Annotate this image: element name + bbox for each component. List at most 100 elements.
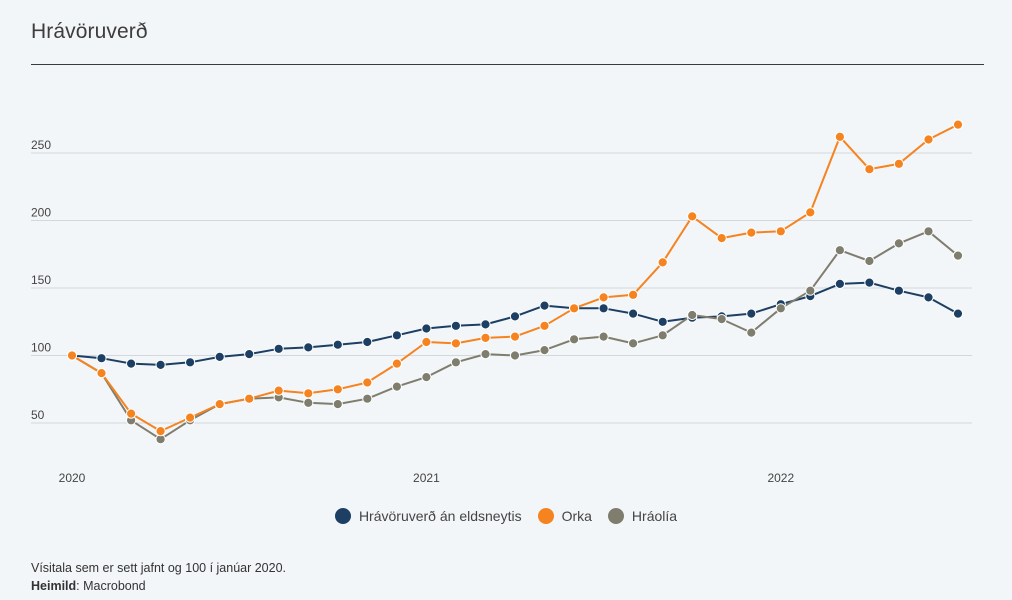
data-point[interactable] xyxy=(628,338,639,349)
data-point[interactable] xyxy=(332,339,343,350)
data-point[interactable] xyxy=(775,226,786,237)
data-point[interactable] xyxy=(450,320,461,331)
data-point[interactable] xyxy=(834,278,846,289)
data-point[interactable] xyxy=(805,207,816,218)
data-point[interactable] xyxy=(273,385,284,396)
source-line: Heimild: Macrobond xyxy=(31,577,286,595)
data-point[interactable] xyxy=(952,308,964,319)
data-point[interactable] xyxy=(775,303,786,314)
y-tick-label: 150 xyxy=(31,273,51,287)
data-point[interactable] xyxy=(391,330,402,341)
data-point[interactable] xyxy=(332,384,343,395)
data-point[interactable] xyxy=(598,331,609,342)
data-point[interactable] xyxy=(539,320,550,331)
data-point[interactable] xyxy=(687,211,698,222)
data-point[interactable] xyxy=(657,316,668,327)
data-point[interactable] xyxy=(480,332,491,343)
data-point[interactable] xyxy=(96,368,107,379)
data-point[interactable] xyxy=(893,285,905,296)
series-line xyxy=(71,123,959,433)
data-point[interactable] xyxy=(126,358,137,369)
data-point[interactable] xyxy=(598,292,609,303)
data-point[interactable] xyxy=(362,377,373,388)
x-tick-label: 2020 xyxy=(59,471,86,485)
legend-label: Hráolía xyxy=(631,508,678,524)
data-point[interactable] xyxy=(303,397,314,408)
data-point[interactable] xyxy=(923,226,934,237)
y-tick-label: 50 xyxy=(31,408,45,422)
data-point[interactable] xyxy=(628,289,639,300)
x-tick-label: 2022 xyxy=(767,471,794,485)
data-point[interactable] xyxy=(657,330,668,341)
data-point[interactable] xyxy=(952,250,964,261)
data-point[interactable] xyxy=(450,338,461,349)
legend-item[interactable]: Orka xyxy=(537,508,592,524)
data-point[interactable] xyxy=(893,238,905,249)
data-point[interactable] xyxy=(244,349,255,360)
data-point[interactable] xyxy=(66,350,78,361)
data-point[interactable] xyxy=(746,327,757,338)
legend-marker-icon xyxy=(537,508,554,524)
data-point[interactable] xyxy=(273,343,284,354)
data-point[interactable] xyxy=(509,311,521,322)
data-point[interactable] xyxy=(569,303,580,314)
data-point[interactable] xyxy=(746,308,757,319)
data-point[interactable] xyxy=(893,158,905,169)
y-tick-label: 250 xyxy=(31,138,51,152)
data-point[interactable] xyxy=(155,426,166,437)
data-point[interactable] xyxy=(362,393,373,404)
title-divider xyxy=(31,64,984,65)
chart-footnote: Vísitala sem er sett jafnt og 100 í janú… xyxy=(31,559,286,595)
legend-item[interactable]: Hrávöruverð án eldsneytis xyxy=(334,508,522,524)
data-point[interactable] xyxy=(716,314,727,325)
data-point[interactable] xyxy=(952,119,964,130)
data-point[interactable] xyxy=(480,349,491,360)
data-point[interactable] xyxy=(509,350,521,361)
data-point[interactable] xyxy=(716,233,727,244)
data-point[interactable] xyxy=(923,134,934,145)
data-point[interactable] xyxy=(96,353,107,364)
data-point[interactable] xyxy=(864,164,875,175)
y-tick-label: 200 xyxy=(31,206,51,220)
data-point[interactable] xyxy=(185,357,196,368)
data-point[interactable] xyxy=(185,412,196,423)
data-point[interactable] xyxy=(864,255,875,267)
data-point[interactable] xyxy=(303,388,314,399)
chart-legend: Hrávöruverð án eldsneytis Orka Hráolía xyxy=(0,508,1012,524)
data-point[interactable] xyxy=(391,381,402,392)
data-point[interactable] xyxy=(126,408,137,419)
data-point[interactable] xyxy=(303,342,314,353)
data-point[interactable] xyxy=(628,308,639,319)
data-point[interactable] xyxy=(657,257,668,268)
x-tick-label: 2021 xyxy=(413,471,440,485)
data-point[interactable] xyxy=(834,131,846,142)
data-point[interactable] xyxy=(214,399,225,410)
data-point[interactable] xyxy=(480,319,491,330)
data-point[interactable] xyxy=(539,345,550,356)
legend-label: Hrávöruverð án eldsneytis xyxy=(358,508,522,524)
legend-item[interactable]: Hráolía xyxy=(607,508,678,524)
data-point[interactable] xyxy=(834,245,846,256)
data-point[interactable] xyxy=(509,331,521,342)
data-point[interactable] xyxy=(421,323,432,334)
data-point[interactable] xyxy=(864,277,875,288)
data-point[interactable] xyxy=(450,357,461,368)
data-point[interactable] xyxy=(332,399,343,410)
data-point[interactable] xyxy=(805,285,816,296)
legend-label: Orka xyxy=(561,508,592,524)
data-point[interactable] xyxy=(687,309,698,321)
data-point[interactable] xyxy=(598,303,609,314)
data-point[interactable] xyxy=(923,292,934,303)
data-point[interactable] xyxy=(746,227,757,238)
data-point[interactable] xyxy=(155,359,166,370)
data-point[interactable] xyxy=(244,393,255,404)
data-point[interactable] xyxy=(421,336,432,348)
data-point[interactable] xyxy=(214,351,225,362)
data-point[interactable] xyxy=(539,300,550,311)
data-point[interactable] xyxy=(569,334,580,345)
data-point[interactable] xyxy=(362,336,373,348)
data-point[interactable] xyxy=(391,358,402,369)
data-point[interactable] xyxy=(421,372,432,383)
legend-marker-icon xyxy=(607,508,624,524)
source-label: Heimild xyxy=(31,579,77,593)
